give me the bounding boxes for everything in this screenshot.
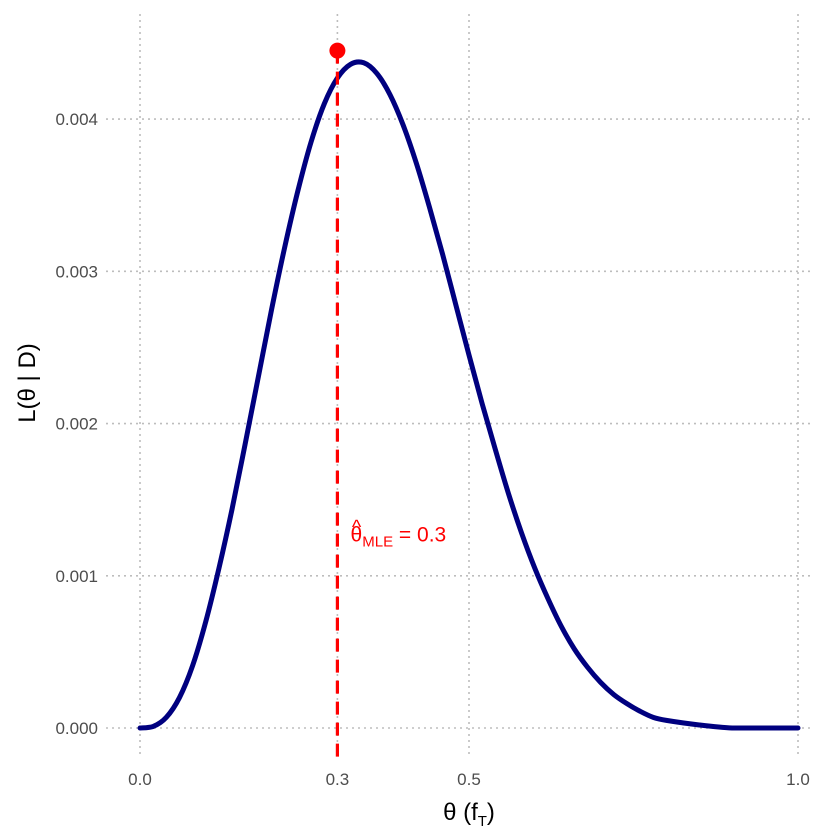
grid: [106, 14, 812, 758]
x-tick-label: 0.3: [326, 770, 350, 789]
y-axis-title: L(θ | D): [14, 343, 41, 423]
series: [137, 59, 801, 731]
likelihood-curve: [137, 59, 801, 731]
y-tick-label: 0.003: [55, 262, 98, 281]
x-tick-labels: 0.0 0.3 0.5 1.0: [128, 770, 810, 789]
y-tick-label: 0.002: [55, 415, 98, 434]
x-axis-title-subscript: T: [478, 813, 487, 830]
x-tick-label: 0.5: [457, 770, 481, 789]
y-tick-labels: 0.000 0.001 0.002 0.003 0.004: [55, 110, 98, 738]
y-tick-label: 0.001: [55, 567, 98, 586]
x-tick-label: 0.0: [128, 770, 152, 789]
annotation-hat: ^: [352, 517, 362, 539]
y-tick-label: 0.004: [55, 110, 98, 129]
y-tick-label: 0.000: [55, 719, 98, 738]
mle-point: [329, 42, 346, 59]
x-axis-title: θ (fT): [443, 799, 495, 830]
mle-annotation: θMLE = 0.3: [351, 524, 447, 551]
annotation-value: = 0.3: [393, 524, 446, 547]
x-tick-label: 1.0: [786, 770, 810, 789]
annotation-subscript: MLE: [362, 534, 393, 551]
x-axis-title-close: ): [487, 799, 495, 826]
mle-markers: [329, 42, 346, 758]
annotation-symbol: θ: [351, 524, 363, 547]
x-axis-title-main: θ (f: [443, 799, 478, 826]
